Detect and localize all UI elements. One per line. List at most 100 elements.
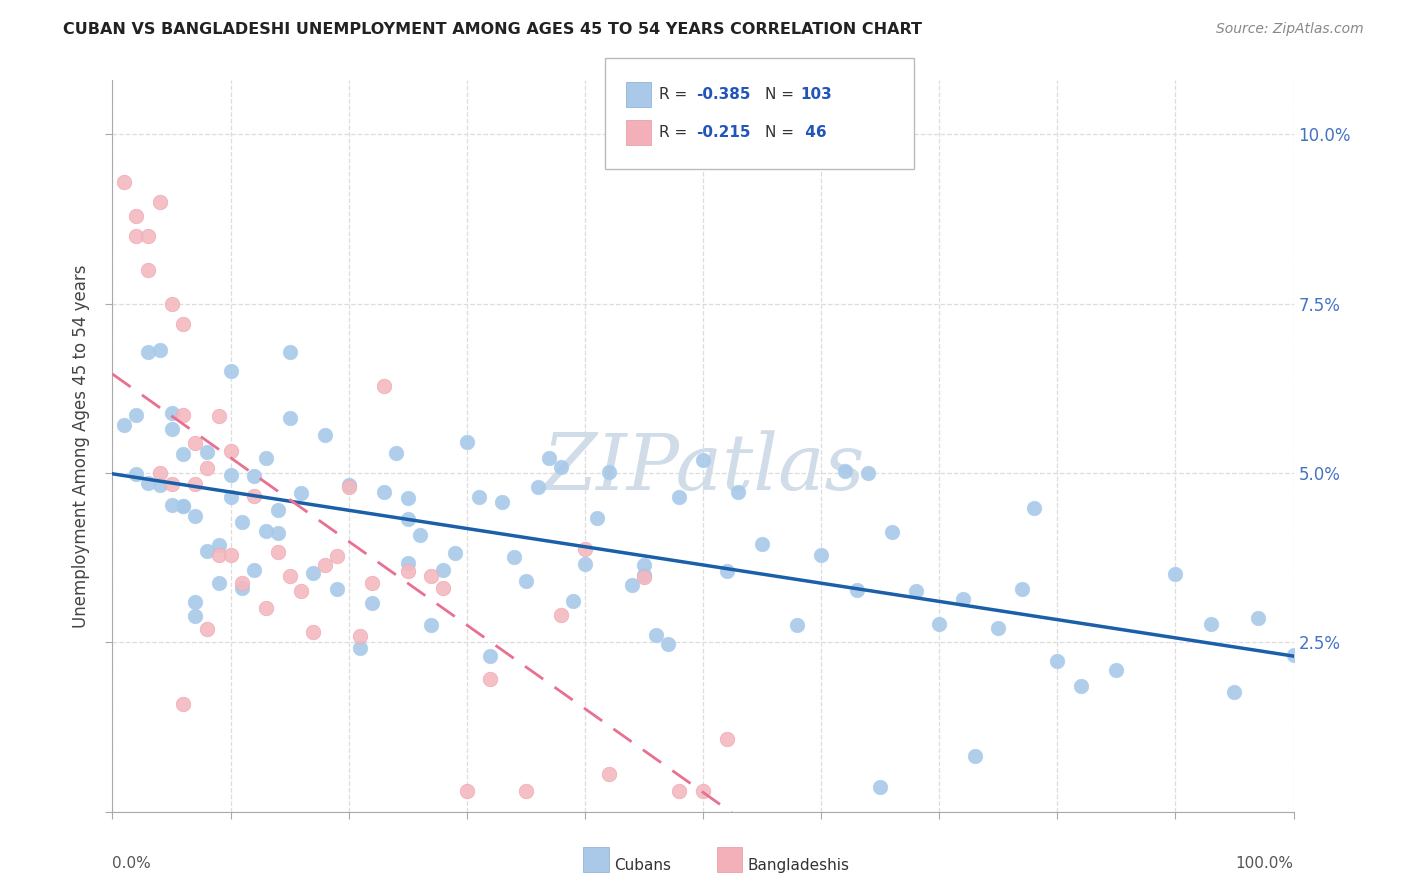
Point xyxy=(633,558,655,572)
Point xyxy=(149,343,172,357)
Point xyxy=(314,558,336,573)
Point xyxy=(208,576,231,591)
Point xyxy=(254,450,277,465)
Point xyxy=(1046,654,1069,668)
Point xyxy=(243,563,266,577)
Text: Source: ZipAtlas.com: Source: ZipAtlas.com xyxy=(1216,22,1364,37)
Point xyxy=(125,409,148,423)
Point xyxy=(1164,567,1187,582)
Point xyxy=(219,467,242,482)
Point xyxy=(467,490,489,504)
Point xyxy=(751,537,773,551)
Text: -0.385: -0.385 xyxy=(696,87,751,102)
Text: -0.215: -0.215 xyxy=(696,126,751,140)
Point xyxy=(112,417,135,432)
Point xyxy=(136,345,159,359)
Point xyxy=(302,566,325,580)
Point xyxy=(149,466,172,480)
Point xyxy=(869,780,891,794)
Point xyxy=(254,601,277,615)
Point xyxy=(598,465,620,479)
Point xyxy=(254,524,277,538)
Point xyxy=(172,698,194,712)
Point xyxy=(420,617,443,632)
Point xyxy=(491,495,513,509)
Point xyxy=(657,637,679,651)
Point xyxy=(195,544,218,558)
Point xyxy=(952,592,974,607)
Text: Cubans: Cubans xyxy=(614,858,672,872)
Point xyxy=(290,486,312,500)
Point xyxy=(479,672,502,686)
Point xyxy=(184,477,207,491)
Point xyxy=(928,617,950,632)
Text: Bangladeshis: Bangladeshis xyxy=(748,858,851,872)
Text: R =: R = xyxy=(659,126,693,140)
Point xyxy=(668,784,690,798)
Point xyxy=(160,405,183,419)
Point xyxy=(267,502,290,516)
Point xyxy=(692,784,714,798)
Point xyxy=(172,317,194,331)
Point xyxy=(219,548,242,562)
Point xyxy=(136,263,159,277)
Point xyxy=(208,539,231,553)
Text: ZIPatlas: ZIPatlas xyxy=(541,430,865,506)
Point xyxy=(1223,685,1246,699)
Point xyxy=(302,624,325,639)
Point xyxy=(432,563,454,577)
Point xyxy=(149,478,172,492)
Point xyxy=(172,500,194,514)
Point xyxy=(396,556,419,570)
Point xyxy=(987,621,1010,635)
Point xyxy=(550,460,572,475)
Point xyxy=(880,525,903,540)
Point xyxy=(125,467,148,481)
Point xyxy=(243,468,266,483)
Point xyxy=(562,594,585,608)
Point xyxy=(396,491,419,505)
Point xyxy=(633,568,655,582)
Point xyxy=(644,628,666,642)
Point xyxy=(574,557,596,571)
Point xyxy=(219,364,242,378)
Point xyxy=(479,648,502,663)
Point xyxy=(361,576,384,591)
Point xyxy=(904,584,927,599)
Point xyxy=(195,460,218,475)
Point xyxy=(420,569,443,583)
Text: 46: 46 xyxy=(800,126,827,140)
Point xyxy=(314,427,336,442)
Point xyxy=(408,528,430,542)
Point xyxy=(385,446,408,460)
Point xyxy=(290,584,312,599)
Point xyxy=(195,623,218,637)
Point xyxy=(208,409,231,424)
Point xyxy=(349,629,371,643)
Point xyxy=(184,508,207,523)
Point xyxy=(1247,611,1270,625)
Point xyxy=(373,484,395,499)
Point xyxy=(1070,679,1092,693)
Point xyxy=(231,581,253,595)
Point xyxy=(1011,582,1033,597)
Point xyxy=(621,577,644,591)
Point xyxy=(858,466,880,480)
Point xyxy=(526,480,548,494)
Point xyxy=(231,576,253,591)
Point xyxy=(172,500,194,514)
Point xyxy=(538,450,561,465)
Point xyxy=(727,485,749,500)
Point xyxy=(267,525,290,540)
Point xyxy=(963,748,986,763)
Text: N =: N = xyxy=(765,87,799,102)
Point xyxy=(845,583,868,598)
Text: 0.0%: 0.0% xyxy=(112,855,152,871)
Point xyxy=(172,447,194,461)
Y-axis label: Unemployment Among Ages 45 to 54 years: Unemployment Among Ages 45 to 54 years xyxy=(72,264,90,628)
Point xyxy=(278,345,301,359)
Point xyxy=(278,410,301,425)
Point xyxy=(278,569,301,583)
Text: 100.0%: 100.0% xyxy=(1236,855,1294,871)
Point xyxy=(112,175,135,189)
